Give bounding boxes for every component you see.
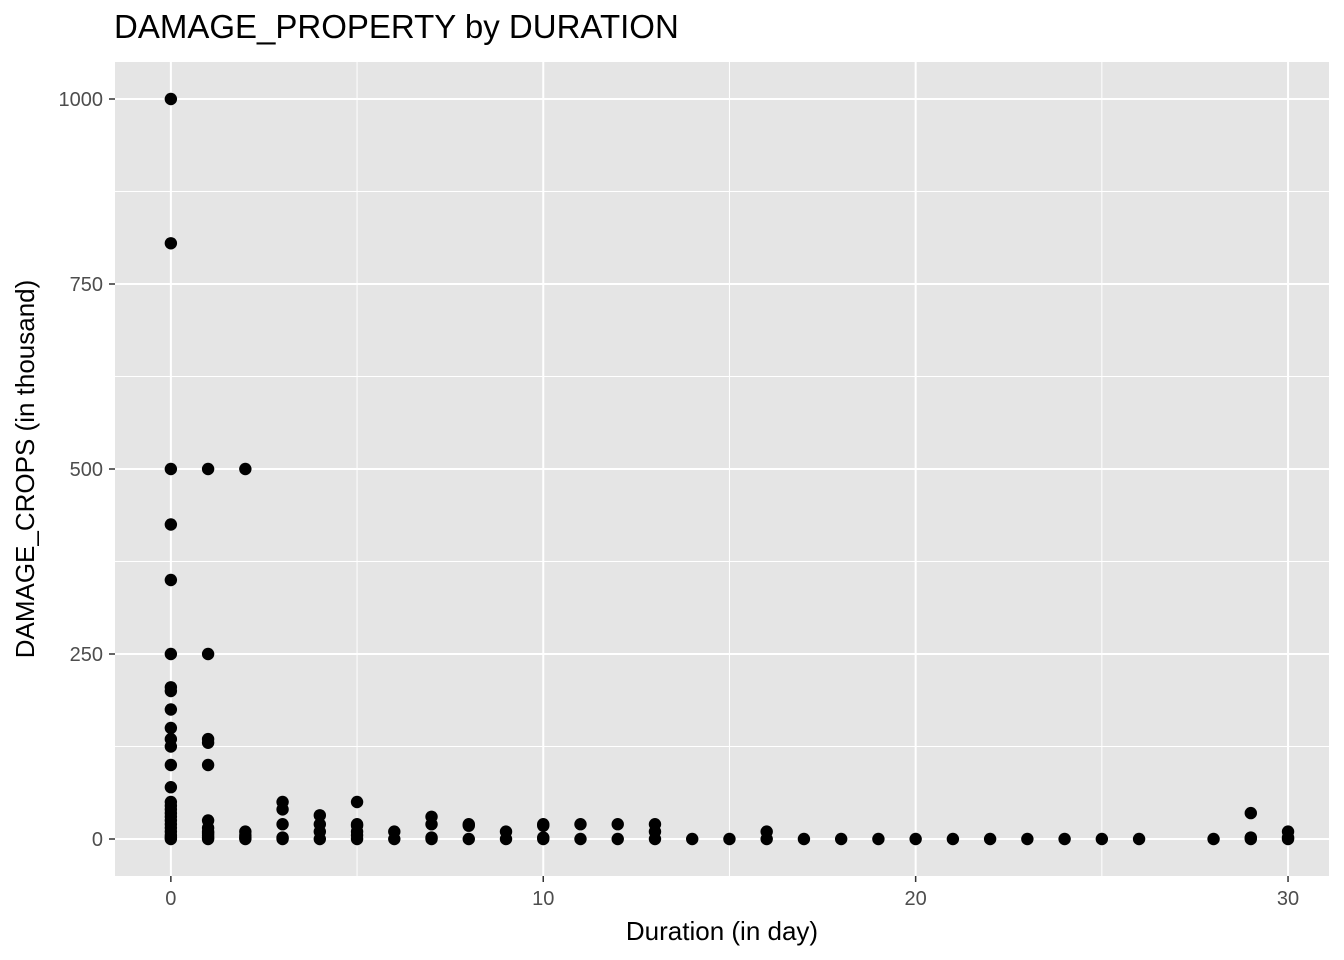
data-point	[574, 832, 587, 846]
data-point	[872, 832, 885, 846]
x-tick-label: 20	[905, 888, 927, 910]
data-point	[388, 832, 401, 846]
data-point	[462, 819, 475, 832]
data-points	[164, 92, 1295, 846]
data-point	[201, 647, 215, 661]
x-tick-label: 30	[1277, 888, 1299, 910]
data-point	[239, 832, 252, 846]
data-point	[350, 832, 364, 846]
y-tick-label: 250	[70, 644, 103, 666]
data-point	[1132, 832, 1146, 846]
x-tick-label: 0	[165, 888, 176, 910]
data-point	[164, 758, 178, 772]
data-point	[611, 832, 624, 846]
data-point	[1058, 832, 1071, 846]
data-point	[1244, 806, 1257, 820]
data-point	[574, 818, 587, 831]
data-point	[276, 803, 289, 816]
x-axis: 0 10 20 30	[165, 876, 1299, 910]
y-axis: 0 250 500 750 1000	[59, 89, 115, 851]
data-point	[276, 832, 289, 846]
data-point	[164, 573, 178, 587]
y-tick-label: 500	[70, 459, 103, 481]
data-point	[537, 832, 550, 846]
x-axis-title: Duration (in day)	[626, 916, 818, 946]
data-point	[201, 462, 215, 476]
data-point	[425, 832, 438, 846]
y-tick-label: 1000	[59, 89, 104, 111]
y-tick-label: 0	[92, 829, 103, 851]
data-point	[648, 832, 662, 846]
data-point	[164, 92, 178, 106]
data-point	[1244, 832, 1257, 846]
data-point	[164, 462, 178, 476]
data-point	[425, 818, 438, 831]
y-axis-title: DAMAGE_CROPS (in thousand)	[10, 280, 40, 659]
x-tick-label: 10	[532, 888, 554, 910]
data-point	[983, 832, 997, 846]
chart-title: DAMAGE_PROPERTY by DURATION	[114, 8, 679, 45]
data-point	[797, 832, 811, 846]
data-point	[723, 832, 736, 846]
data-point	[164, 721, 178, 735]
data-point	[313, 832, 327, 846]
y-tick-label: 750	[70, 274, 103, 296]
data-point	[760, 832, 773, 846]
data-point	[350, 795, 364, 809]
data-point	[1021, 832, 1034, 846]
data-point	[1207, 832, 1220, 846]
data-point	[537, 819, 550, 832]
data-point	[164, 518, 178, 531]
data-point	[164, 781, 178, 794]
data-point	[499, 832, 513, 846]
data-point	[834, 832, 848, 846]
data-point	[611, 818, 624, 831]
data-point	[313, 809, 327, 822]
data-point	[1095, 832, 1109, 846]
data-point	[164, 237, 178, 250]
data-point	[164, 703, 178, 716]
data-point	[201, 736, 215, 749]
data-point	[201, 758, 215, 772]
data-point	[686, 832, 699, 846]
data-point	[201, 832, 215, 846]
data-point	[276, 818, 289, 831]
data-point	[164, 647, 178, 661]
data-point	[164, 832, 178, 846]
data-point	[909, 832, 922, 846]
data-point	[164, 684, 178, 698]
data-point	[239, 462, 252, 476]
data-point	[946, 832, 960, 846]
data-point	[1281, 832, 1295, 846]
data-point	[164, 740, 178, 753]
data-point	[462, 832, 475, 846]
